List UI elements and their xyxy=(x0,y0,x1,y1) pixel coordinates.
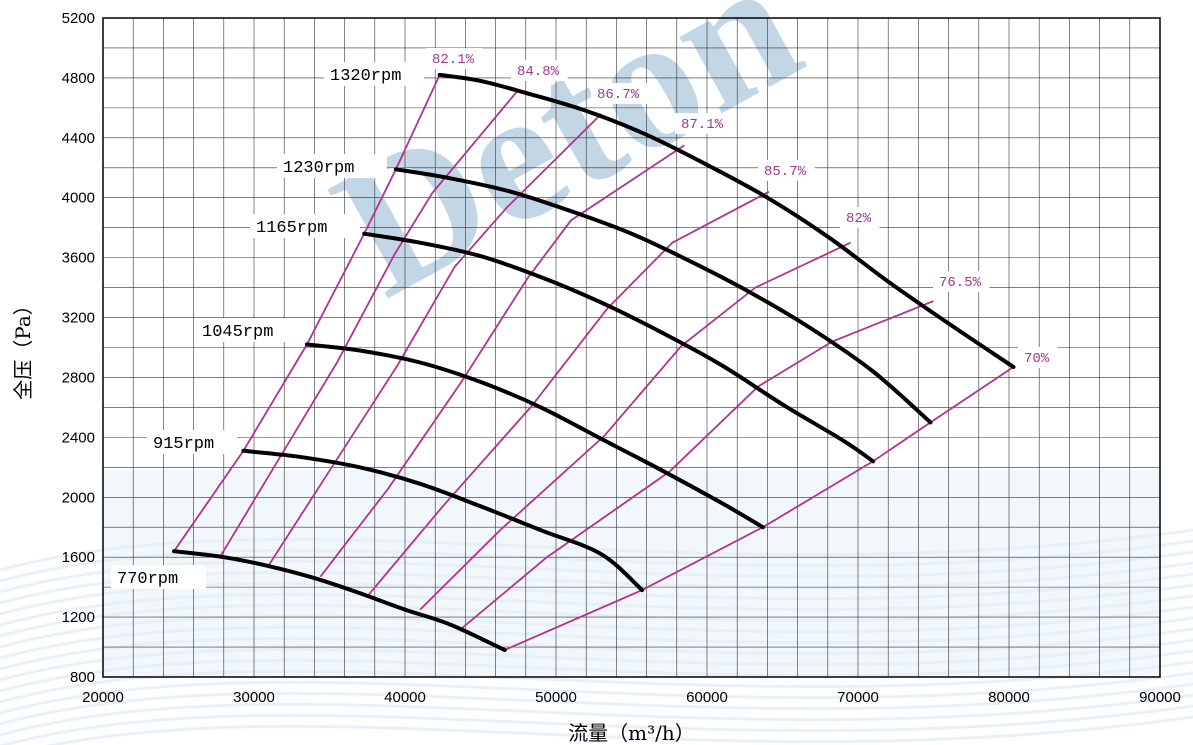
efficiency-label: 86.7% xyxy=(597,87,640,103)
efficiency-line xyxy=(319,144,685,578)
speed-curve xyxy=(304,342,765,530)
speed-curve xyxy=(172,549,507,652)
efficiency-line xyxy=(504,366,1014,651)
efficiency-label: 84.8% xyxy=(517,64,560,80)
background-wave-line xyxy=(0,627,1193,671)
background-wave-line xyxy=(0,638,1193,682)
y-tick-label: 2800 xyxy=(62,369,95,386)
rpm-label-bg xyxy=(324,62,424,86)
efficiency-label-bg xyxy=(758,160,815,181)
y-tick-label: 5200 xyxy=(62,10,95,27)
efficiency-line xyxy=(368,190,770,596)
y-axis-title: 全压（Pa） xyxy=(11,295,35,399)
background-wave-line xyxy=(0,649,1193,693)
x-axis-title: 流量（m³/h） xyxy=(568,721,695,745)
x-tick-label: 50000 xyxy=(535,689,577,706)
efficiency-label-bg xyxy=(840,207,880,228)
efficiency-label-bg xyxy=(426,48,483,69)
x-tick-label: 90000 xyxy=(1139,689,1181,706)
efficiency-label: 70% xyxy=(1024,351,1050,367)
efficiency-label: 82% xyxy=(846,211,872,227)
efficiency-line xyxy=(173,74,441,552)
efficiency-label: 76.5% xyxy=(939,275,982,291)
x-tick-label: 80000 xyxy=(988,689,1030,706)
rpm-label: 915rpm xyxy=(153,435,214,454)
curve-labels: 1320rpm 1230rpm 1165rpm 1045rpm 915rpm 770rpm… xyxy=(111,48,1058,589)
background-wave-line xyxy=(0,572,1193,616)
speed-curve xyxy=(437,72,1016,369)
efficiency-line xyxy=(268,113,602,566)
background-wave-line xyxy=(0,660,1193,704)
plot-border xyxy=(102,17,1161,678)
efficiency-line xyxy=(419,241,851,611)
speed-curve xyxy=(393,167,933,425)
rpm-label-bg xyxy=(111,565,206,589)
background-wave-line xyxy=(0,583,1193,627)
rpm-label-bg xyxy=(147,430,237,454)
efficiency-label-bg xyxy=(933,271,990,292)
efficiency-label-bg xyxy=(1018,347,1058,368)
speed-curves xyxy=(172,72,1016,652)
efficiency-lines xyxy=(173,74,1014,651)
rpm-label: 770rpm xyxy=(117,570,178,589)
rpm-label-bg xyxy=(250,214,360,238)
rpm-label: 1165rpm xyxy=(256,219,327,238)
background-wave-line xyxy=(0,671,1193,715)
background-wave-line xyxy=(0,704,1193,745)
y-tick-label: 3200 xyxy=(62,310,95,327)
x-tick-label: 20000 xyxy=(82,689,124,706)
efficiency-label: 82.1% xyxy=(432,52,475,68)
rpm-label: 1045rpm xyxy=(202,323,273,342)
rpm-label-bg xyxy=(277,154,387,178)
y-tick-label: 800 xyxy=(70,669,95,686)
x-tick-label: 70000 xyxy=(837,689,879,706)
axes: 20000 30000 40000 50000 60000 70000 80000 90000… xyxy=(11,10,1181,745)
y-tick-label: 2000 xyxy=(62,489,95,506)
rpm-label: 1230rpm xyxy=(283,159,354,178)
background-wave-line xyxy=(0,693,1193,737)
rpm-label: 1320rpm xyxy=(330,67,401,86)
efficiency-label: 85.7% xyxy=(764,164,807,180)
background-wave-line xyxy=(0,605,1193,649)
background-wave-line xyxy=(0,616,1193,660)
speed-curve xyxy=(241,448,645,593)
background-wave-line xyxy=(45,715,1193,745)
y-tick-label: 3600 xyxy=(62,250,95,267)
efficiency-label: 87.1% xyxy=(681,117,724,133)
efficiency-label-bg xyxy=(511,60,568,81)
background-wave-line xyxy=(0,528,1193,572)
x-tick-label: 40000 xyxy=(384,689,426,706)
plot-frame xyxy=(102,17,1161,678)
y-tick-label: 2400 xyxy=(62,429,95,446)
efficiency-label-bg xyxy=(675,113,732,134)
efficiency-line xyxy=(460,300,934,630)
x-tick-label: 30000 xyxy=(233,689,275,706)
background-wave-line xyxy=(0,594,1193,638)
background-wave-line xyxy=(0,682,1193,726)
x-tick-label: 60000 xyxy=(686,689,728,706)
y-tick-label: 4400 xyxy=(62,130,95,147)
rpm-label-bg xyxy=(196,318,306,342)
speed-curve xyxy=(362,231,876,464)
y-tick-label: 4800 xyxy=(62,70,95,87)
y-tick-label: 4000 xyxy=(62,190,95,207)
efficiency-label-bg xyxy=(591,83,648,104)
y-tick-label: 1200 xyxy=(62,609,95,626)
y-tick-label: 1600 xyxy=(62,549,95,566)
